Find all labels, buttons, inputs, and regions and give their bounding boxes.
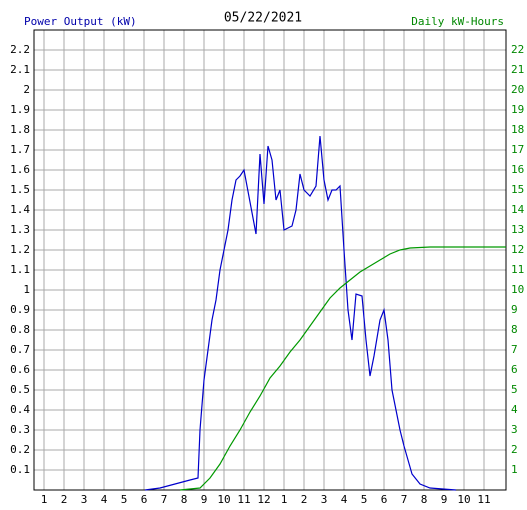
x-tick-label: 5 xyxy=(361,493,368,506)
x-tick-label: 8 xyxy=(181,493,188,506)
y2-tick-label: 20 xyxy=(511,83,524,96)
y-tick-label: 0.5 xyxy=(10,383,30,396)
y2-tick-label: 3 xyxy=(511,423,518,436)
y2-tick-label: 13 xyxy=(511,223,524,236)
y-tick-label: 0.4 xyxy=(10,403,30,416)
x-tick-label: 9 xyxy=(201,493,208,506)
y-tick-label: 0.2 xyxy=(10,443,30,456)
y-tick-label: 1.8 xyxy=(10,123,30,136)
y2-tick-label: 2 xyxy=(511,443,518,456)
y-tick-label: 1.4 xyxy=(10,203,30,216)
plot-area xyxy=(34,30,506,490)
y-tick-label: 0.3 xyxy=(10,423,30,436)
y-tick-label: 2 xyxy=(23,83,30,96)
y2-tick-label: 6 xyxy=(511,363,518,376)
y2-tick-label: 18 xyxy=(511,123,524,136)
y2-tick-label: 11 xyxy=(511,263,524,276)
x-tick-label: 5 xyxy=(121,493,128,506)
y2-tick-label: 22 xyxy=(511,43,524,56)
y2-tick-label: 5 xyxy=(511,383,518,396)
y-tick-label: 0.8 xyxy=(10,323,30,336)
x-tick-label: 12 xyxy=(257,493,270,506)
y2-tick-label: 4 xyxy=(511,403,518,416)
y2-tick-label: 7 xyxy=(511,343,518,356)
y2-tick-label: 19 xyxy=(511,103,524,116)
x-tick-label: 4 xyxy=(101,493,108,506)
x-tick-label: 2 xyxy=(301,493,308,506)
y-tick-label: 1.2 xyxy=(10,243,30,256)
y-axis-title: Power Output (kW) xyxy=(24,15,137,28)
x-tick-label: 2 xyxy=(61,493,68,506)
plot-border xyxy=(33,29,507,491)
y-tick-label: 0.1 xyxy=(10,463,30,476)
y-tick-label: 1.5 xyxy=(10,183,30,196)
y-tick-label: 1.3 xyxy=(10,223,30,236)
y-tick-label: 0.9 xyxy=(10,303,30,316)
x-tick-label: 6 xyxy=(141,493,148,506)
series-line xyxy=(144,135,457,491)
x-tick-label: 10 xyxy=(457,493,470,506)
y2-tick-label: 15 xyxy=(511,183,524,196)
x-tick-label: 11 xyxy=(237,493,250,506)
x-tick-label: 10 xyxy=(217,493,230,506)
y2-tick-label: 12 xyxy=(511,243,524,256)
x-tick-label: 7 xyxy=(401,493,408,506)
y-tick-label: 1.6 xyxy=(10,163,30,176)
y2-tick-label: 9 xyxy=(511,303,518,316)
y-tick-label: 1.9 xyxy=(10,103,30,116)
x-tick-label: 3 xyxy=(321,493,328,506)
y-tick-label: 0.6 xyxy=(10,363,30,376)
x-tick-label: 7 xyxy=(161,493,168,506)
y-tick-label: 1 xyxy=(23,283,30,296)
x-tick-label: 9 xyxy=(441,493,448,506)
y2-tick-label: 16 xyxy=(511,163,524,176)
y2-axis-title: Daily kW-Hours xyxy=(411,15,504,28)
y-tick-label: 1.1 xyxy=(10,263,30,276)
x-tick-label: 4 xyxy=(341,493,348,506)
y2-tick-label: 21 xyxy=(511,63,524,76)
series-line xyxy=(179,246,506,491)
x-tick-label: 11 xyxy=(477,493,490,506)
y2-tick-label: 10 xyxy=(511,283,524,296)
y2-tick-label: 17 xyxy=(511,143,524,156)
chart-title: 05/22/2021 xyxy=(224,11,302,26)
y2-tick-label: 8 xyxy=(511,323,518,336)
y-tick-label: 0.7 xyxy=(10,343,30,356)
y-tick-label: 1.7 xyxy=(10,143,30,156)
y2-tick-label: 1 xyxy=(511,463,518,476)
x-tick-label: 1 xyxy=(281,493,288,506)
x-tick-label: 1 xyxy=(41,493,48,506)
x-tick-label: 3 xyxy=(81,493,88,506)
y-tick-label: 2.1 xyxy=(10,63,30,76)
y2-tick-label: 14 xyxy=(511,203,525,216)
x-tick-label: 6 xyxy=(381,493,388,506)
y-tick-label: 2.2 xyxy=(10,43,30,56)
x-tick-label: 8 xyxy=(421,493,428,506)
